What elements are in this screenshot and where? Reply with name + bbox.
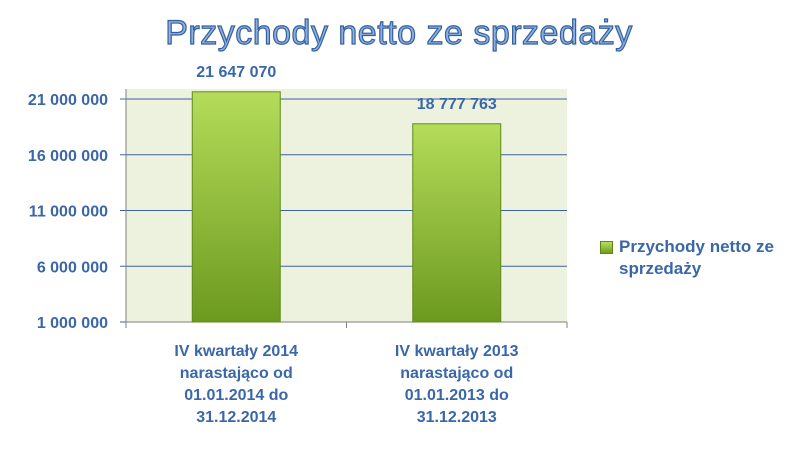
- chart-title: Przychody netto ze sprzedaży: [165, 13, 633, 52]
- bar: [191, 91, 281, 323]
- legend: Przychody netto ze sprzedaży: [600, 236, 790, 280]
- legend-swatch: [600, 241, 613, 254]
- y-tick-label: 6 000 000: [37, 259, 108, 276]
- x-category-label: IV kwartały 2013: [395, 343, 519, 360]
- y-tick-label: 1 000 000: [37, 315, 108, 332]
- x-category-label: 01.01.2013 do: [405, 387, 509, 404]
- y-tick-label: 21 000 000: [28, 92, 108, 109]
- x-category-label: 31.12.2013: [417, 409, 497, 426]
- x-category-label: 31.12.2014: [196, 409, 276, 426]
- y-tick-label: 16 000 000: [28, 148, 108, 165]
- y-tick-label: 11 000 000: [29, 204, 108, 221]
- x-category-label: narastająco od: [180, 365, 293, 382]
- data-label: 21 647 070: [196, 64, 276, 81]
- x-category-label: IV kwartały 2014: [174, 343, 298, 360]
- bar: [412, 123, 502, 323]
- data-label: 18 777 763: [417, 96, 497, 113]
- x-category-label: narastająco od: [400, 365, 513, 382]
- x-category-label: 01.01.2014 do: [184, 387, 288, 404]
- legend-label: Przychody netto ze sprzedaży: [619, 237, 774, 278]
